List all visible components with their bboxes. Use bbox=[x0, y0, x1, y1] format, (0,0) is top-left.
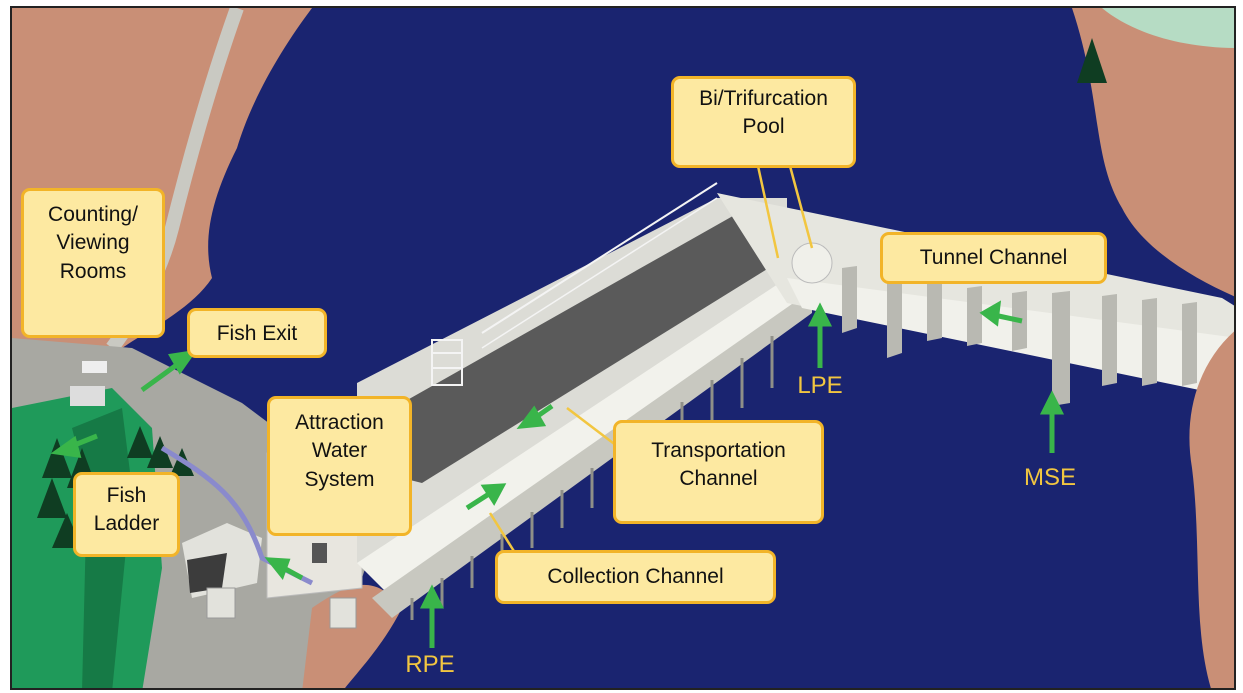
transportation-line-1: Transportation bbox=[628, 437, 809, 465]
counting-line-3: Rooms bbox=[36, 258, 150, 286]
callout-collection-channel: Collection Channel bbox=[495, 550, 776, 604]
truck bbox=[207, 588, 235, 618]
callout-attraction-water-system: Attraction Water System bbox=[267, 396, 412, 536]
callout-tunnel-channel: Tunnel Channel bbox=[880, 232, 1107, 284]
attraction-line-1: Attraction bbox=[282, 409, 397, 437]
callout-transportation-channel: Transportation Channel bbox=[613, 420, 824, 524]
collection-label: Collection Channel bbox=[510, 563, 761, 591]
label-rpe: RPE bbox=[390, 653, 470, 677]
fish-ladder-line-1: Fish bbox=[88, 482, 165, 510]
label-lpe: LPE bbox=[780, 374, 860, 398]
viewing-building bbox=[82, 361, 107, 373]
counting-line-1: Counting/ bbox=[36, 201, 150, 229]
callout-fish-exit: Fish Exit bbox=[187, 308, 327, 358]
callout-counting-viewing-rooms: Counting/ Viewing Rooms bbox=[21, 188, 165, 338]
counting-line-2: Viewing bbox=[36, 229, 150, 257]
attraction-line-3: System bbox=[282, 466, 397, 494]
callout-fish-ladder: Fish Ladder bbox=[73, 472, 180, 557]
fish-exit-label: Fish Exit bbox=[202, 320, 312, 348]
transportation-line-2: Channel bbox=[628, 465, 809, 493]
fish-ladder-line-2: Ladder bbox=[88, 510, 165, 538]
counting-building bbox=[70, 386, 105, 406]
pool-structure bbox=[792, 243, 832, 283]
tunnel-label: Tunnel Channel bbox=[895, 244, 1092, 272]
diagram-frame: Counting/ Viewing Rooms Fish Exit Fish L… bbox=[10, 6, 1236, 690]
label-mse: MSE bbox=[1010, 466, 1090, 490]
attraction-line-2: Water bbox=[282, 437, 397, 465]
small-building bbox=[330, 598, 356, 628]
bifurcation-line-1: Bi/Trifurcation bbox=[686, 85, 841, 113]
bifurcation-line-2: Pool bbox=[686, 113, 841, 141]
callout-bifurcation-pool: Bi/Trifurcation Pool bbox=[671, 76, 856, 168]
